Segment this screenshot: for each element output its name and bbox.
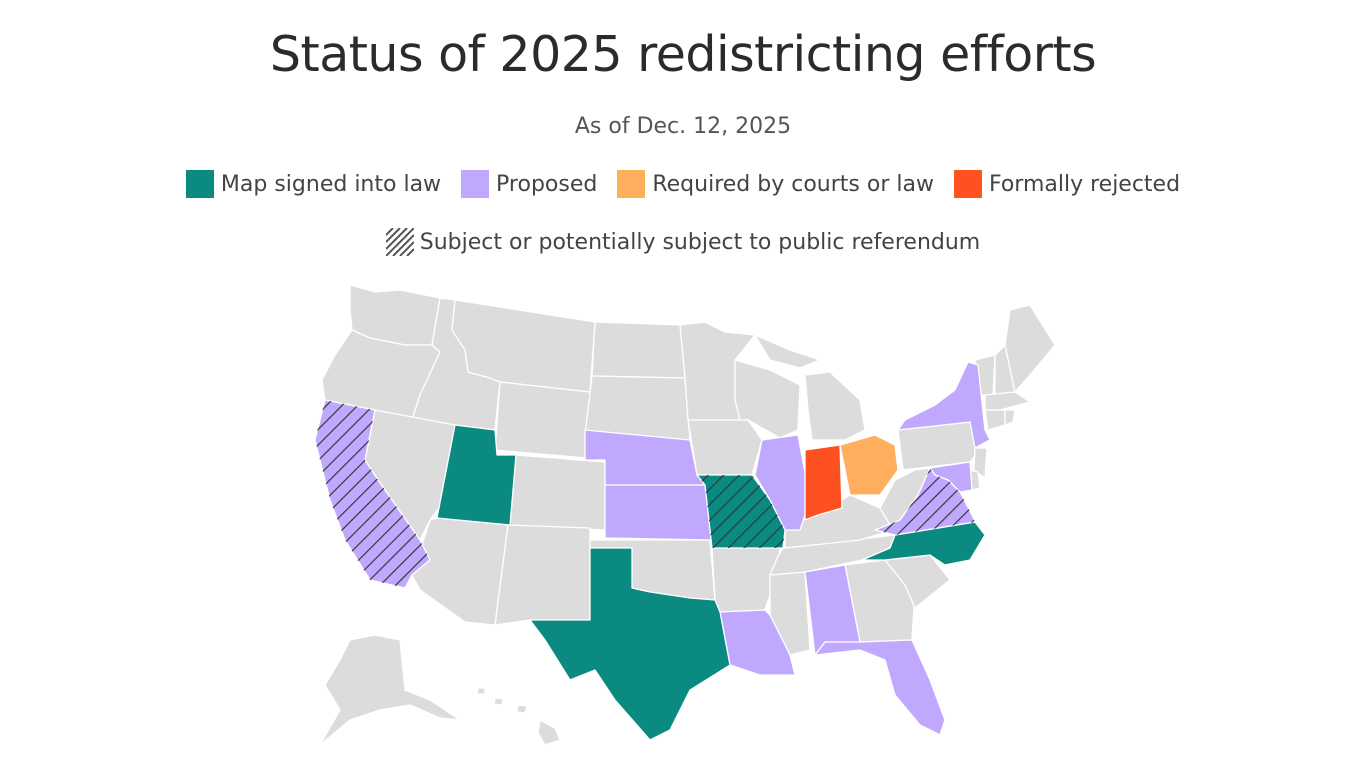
legend-label-signed: Map signed into law	[220, 171, 442, 197]
state-massachusetts	[984, 391, 1031, 411]
legend-label-rejected: Formally rejected	[988, 171, 1181, 197]
legend-item-proposed: Proposed	[461, 170, 597, 198]
legend-item-rejected: Formally rejected	[953, 170, 1181, 198]
state-maine	[1004, 304, 1056, 393]
us-map	[314, 284, 1056, 746]
hatch-california	[315, 400, 430, 588]
state-wyoming	[494, 381, 591, 459]
state-new-jersey	[973, 447, 988, 479]
legend-swatch-proposed	[461, 170, 490, 198]
state-new-mexico	[494, 524, 591, 626]
state-north-dakota	[591, 321, 686, 379]
state-michigan	[804, 371, 866, 441]
state-louisiana	[719, 609, 796, 676]
legend-item-required: Required by courts or law	[617, 170, 934, 198]
hatch-virginia	[875, 468, 975, 535]
legend-swatch-signed	[185, 170, 214, 198]
state-florida	[814, 639, 946, 736]
map-title: Status of 2025 redistricting efforts	[269, 26, 1097, 83]
state-hawaii-oahu	[493, 697, 504, 706]
state-north-carolina	[861, 521, 986, 566]
state-hawaii-kauai	[476, 687, 486, 695]
state-texas	[529, 547, 731, 741]
state-rhode-island	[1004, 409, 1016, 426]
legend-label-referendum: Subject or potentially subject to public…	[419, 229, 981, 255]
state-alaska	[319, 634, 461, 746]
state-indiana	[804, 444, 843, 521]
state-kansas	[604, 484, 713, 541]
hatch-swatch-icon	[385, 228, 414, 256]
state-hawaii-maui	[516, 704, 528, 714]
state-new-york	[897, 361, 991, 449]
state-illinois	[754, 434, 811, 531]
legend-label-required: Required by courts or law	[652, 171, 934, 197]
state-arizona	[411, 517, 509, 626]
state-colorado	[509, 454, 606, 531]
state-ohio	[839, 434, 899, 496]
state-michigan-up	[754, 334, 821, 369]
legend-item-signed: Map signed into law	[185, 170, 442, 198]
legend-referendum: Subject or potentially subject to public…	[0, 228, 1366, 256]
legend: Map signed into law Proposed Required by…	[0, 170, 1366, 198]
legend-swatch-rejected	[953, 170, 982, 198]
state-iowa	[687, 419, 763, 476]
state-utah	[436, 424, 517, 526]
state-connecticut	[984, 409, 1006, 431]
legend-label-proposed: Proposed	[496, 171, 598, 197]
map-subtitle: As of Dec. 12, 2025	[574, 114, 792, 139]
legend-swatch-required	[617, 170, 646, 198]
hatch-missouri	[697, 475, 785, 548]
state-hawaii-big	[537, 719, 561, 746]
state-south-dakota	[584, 375, 691, 441]
